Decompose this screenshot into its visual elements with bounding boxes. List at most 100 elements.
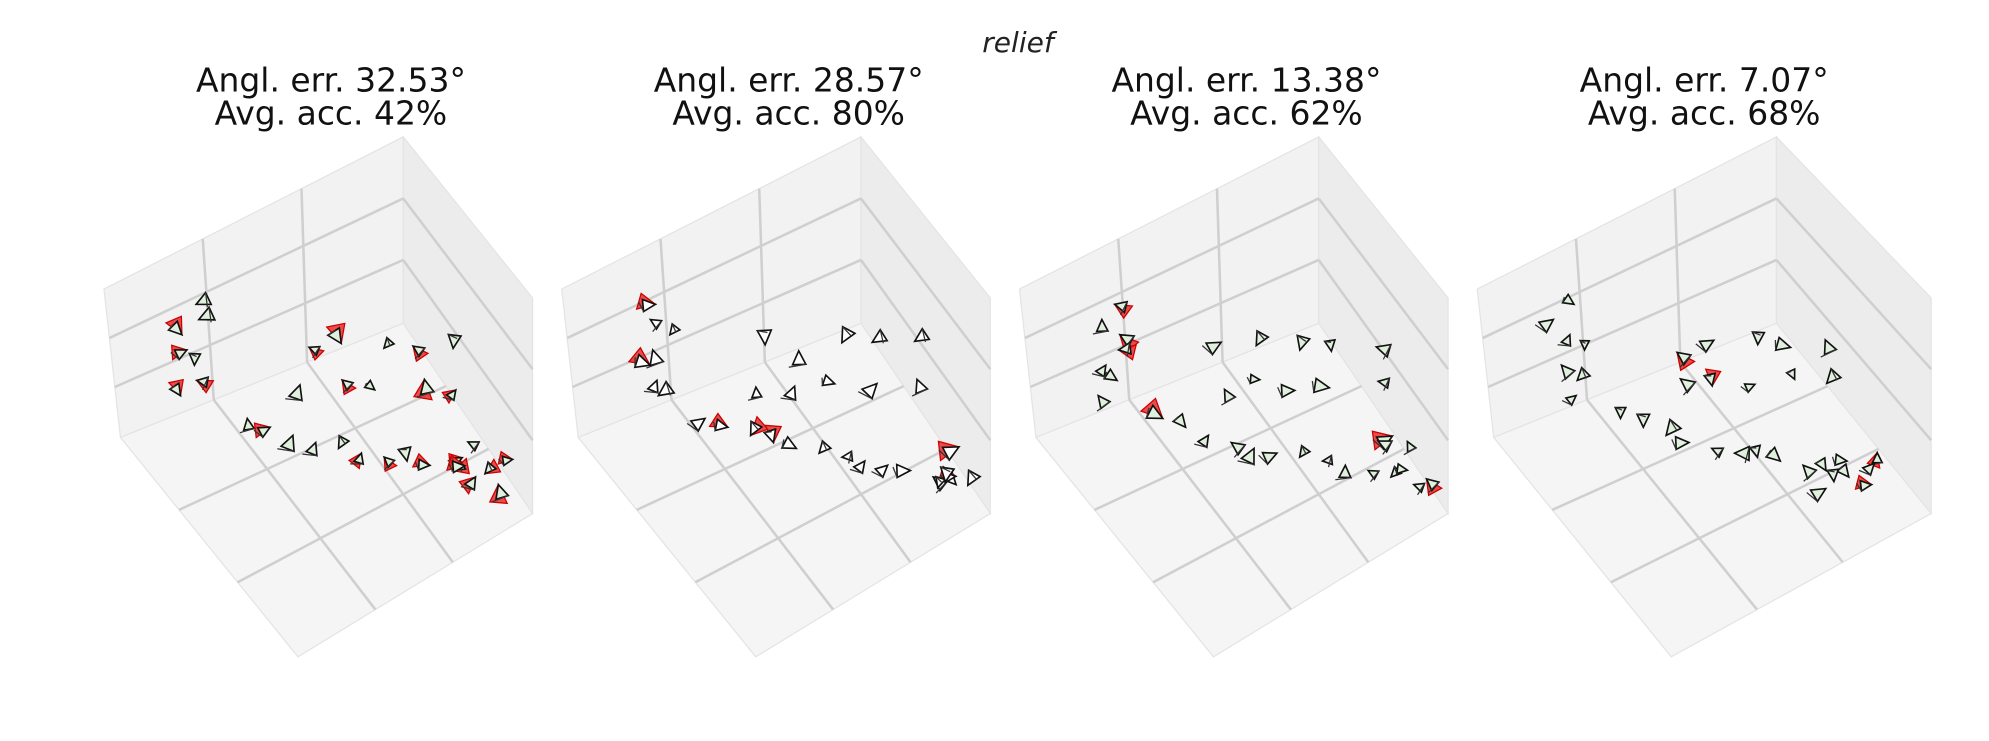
frustum-edge	[168, 323, 175, 331]
frustum	[1204, 341, 1223, 357]
frustum	[1743, 383, 1757, 394]
frustum	[641, 298, 658, 313]
frustum	[852, 459, 866, 475]
frustum	[1764, 445, 1782, 463]
frustum-edge	[170, 351, 180, 360]
frustum-edge	[1201, 345, 1213, 356]
frustum	[444, 388, 457, 402]
frustum-edge	[239, 427, 255, 434]
frustum	[242, 416, 256, 432]
frustum	[256, 426, 272, 439]
frustum-edge	[1669, 419, 1678, 432]
frustum-edge	[879, 329, 884, 344]
frustum-edge	[1786, 370, 1792, 374]
frustum-edge	[940, 466, 951, 473]
frustum	[1575, 366, 1592, 382]
frustum-edge	[1417, 483, 1426, 496]
grid-line	[1551, 384, 1829, 512]
frustum	[173, 349, 189, 362]
grid-line	[402, 259, 534, 441]
grid-line	[1029, 258, 1320, 389]
grid-line	[659, 238, 673, 400]
panel-accuracy: Avg. acc. 68%	[1588, 93, 1821, 132]
frustum-edge	[386, 337, 391, 347]
frustum-edge	[1561, 400, 1572, 406]
frustum	[1118, 333, 1136, 349]
frustum-edge	[1534, 324, 1547, 333]
frustum	[1698, 339, 1716, 354]
frustum	[750, 385, 764, 399]
frustum-edge	[414, 347, 426, 360]
frustum	[1578, 339, 1591, 352]
grid-line	[1215, 188, 1224, 363]
frustum	[1239, 446, 1255, 466]
frustum-edge	[652, 320, 663, 333]
frustum-edge	[1382, 440, 1393, 455]
frustum	[648, 318, 664, 331]
frustum-edge	[1382, 344, 1392, 360]
grid-line	[1775, 259, 1933, 442]
frustum-edge	[1740, 385, 1749, 393]
frustum	[870, 328, 889, 344]
frustum	[1249, 373, 1262, 385]
frustum-edge	[1752, 331, 1761, 336]
frustum	[1280, 383, 1297, 399]
frustum-edge	[764, 430, 772, 434]
frustum-edge	[643, 390, 658, 394]
floor-pane	[577, 322, 992, 658]
panel: Angl. err. 7.07°Avg. acc. 68%	[1476, 60, 1933, 658]
frustum-edge	[1237, 460, 1255, 466]
floor-pane	[119, 322, 534, 658]
frustum	[1337, 463, 1353, 479]
frustum-edge	[491, 494, 509, 503]
panel-accuracy: Avg. acc. 80%	[672, 93, 905, 132]
panel-error: Angl. err. 32.53°	[196, 60, 466, 99]
grid-line	[300, 188, 309, 363]
grid-line	[572, 258, 862, 389]
frustum-edge	[1815, 459, 1822, 465]
grid-line	[859, 197, 992, 370]
frustum-edge	[892, 466, 898, 478]
grid-line	[566, 197, 862, 340]
frustum	[304, 440, 318, 457]
axes-3d	[103, 135, 534, 658]
frustum	[1825, 468, 1840, 484]
frustum	[782, 384, 797, 402]
grid-line	[1679, 361, 1844, 564]
frustum	[633, 353, 652, 369]
frustum-edge	[781, 439, 785, 449]
grid-line	[1128, 399, 1292, 611]
frustum	[363, 378, 377, 391]
frustum-edge	[285, 398, 303, 402]
frustum-edge	[448, 463, 455, 473]
frustum-edge	[1671, 439, 1677, 450]
frustum-edge	[1682, 381, 1696, 396]
grid-line	[859, 259, 992, 441]
frustum	[1809, 487, 1828, 503]
frustum-edge	[1126, 342, 1131, 357]
frustum	[1564, 394, 1578, 407]
frustum-edge	[1855, 482, 1863, 492]
frustum-edge	[1372, 439, 1384, 450]
frustum-edge	[487, 461, 493, 472]
frustum	[463, 475, 477, 492]
frustum	[860, 382, 879, 401]
frustum	[447, 333, 463, 351]
frustum-edge	[780, 397, 796, 401]
frustum	[1376, 440, 1394, 454]
grid-line	[1487, 258, 1777, 389]
frustum	[1561, 292, 1576, 306]
frustum	[167, 319, 184, 337]
frustum	[1859, 479, 1874, 493]
frustum	[1537, 318, 1555, 335]
panel: Angl. err. 32.53°Avg. acc. 42%	[103, 60, 534, 658]
frustum-edge	[1096, 401, 1111, 412]
figure-title: relief	[982, 26, 1058, 59]
frustum	[396, 445, 412, 463]
frustum	[689, 417, 707, 433]
frustum	[188, 352, 202, 368]
grid-line	[1221, 361, 1370, 564]
grid-line	[670, 399, 835, 611]
